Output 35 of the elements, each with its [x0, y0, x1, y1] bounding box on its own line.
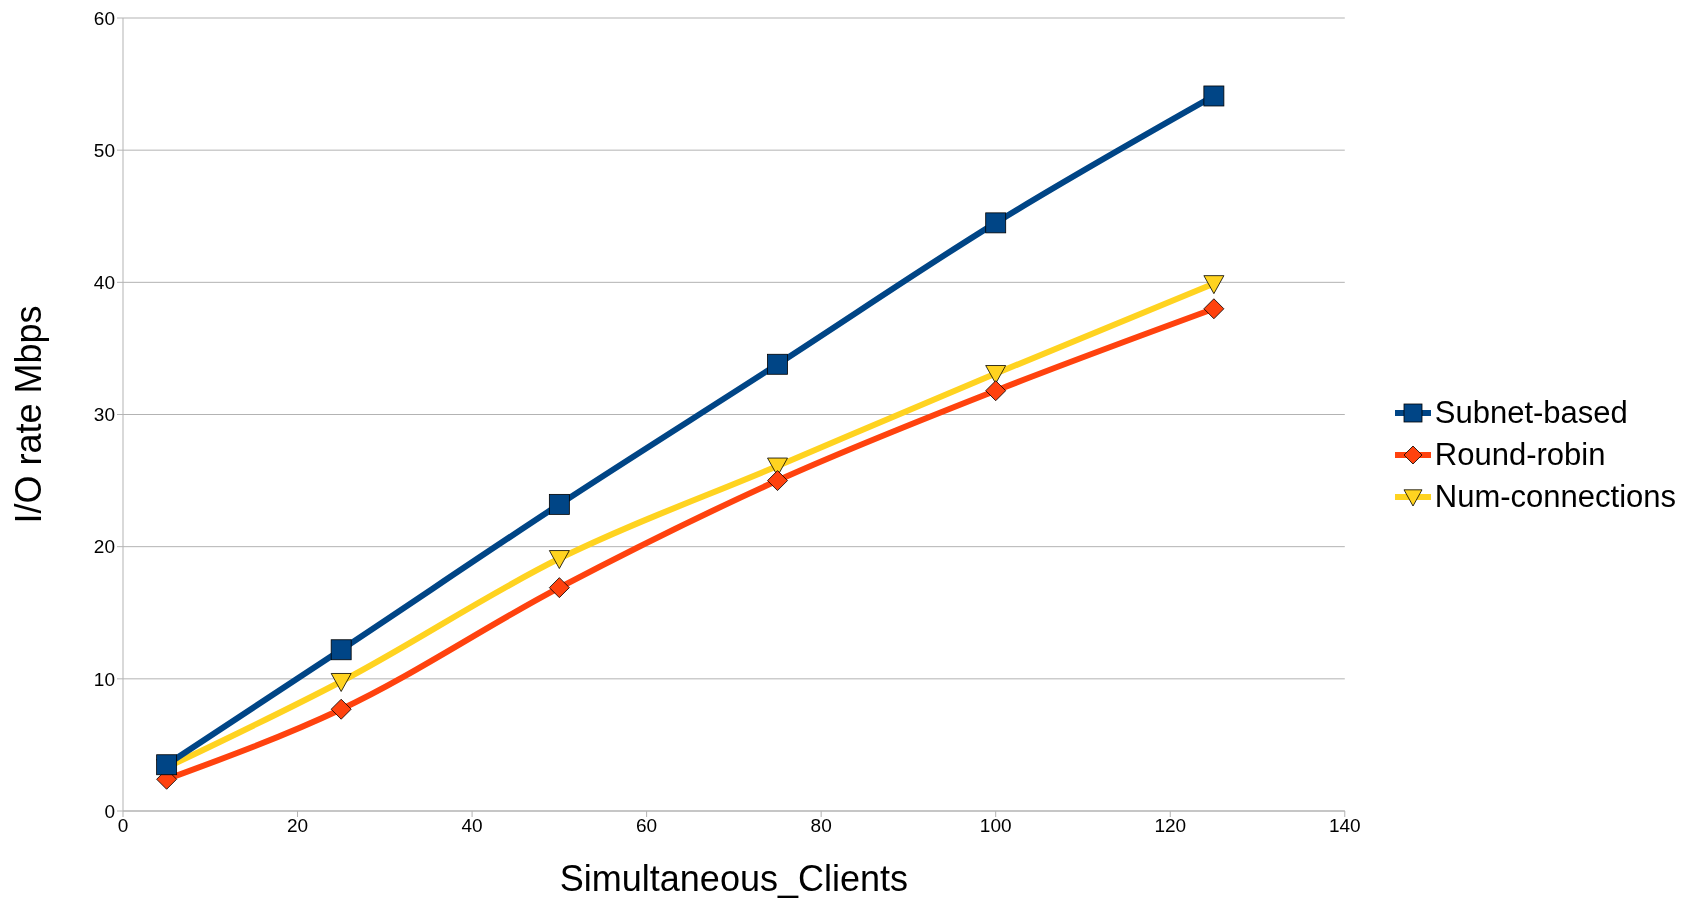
y-tick-label: 40 — [93, 272, 115, 294]
y-tick-label: 50 — [93, 139, 115, 161]
point — [330, 673, 352, 692]
y-tick-label: 20 — [93, 536, 115, 558]
legend-label: Round-robin — [1434, 436, 1606, 473]
point — [548, 577, 570, 599]
x-tick-label: 100 — [979, 815, 1012, 837]
x-tick-label: 0 — [117, 815, 129, 837]
y-tick-label: 10 — [93, 668, 115, 690]
point — [1203, 298, 1225, 320]
point — [1203, 275, 1225, 295]
point — [1203, 85, 1225, 107]
x-tick-label: 140 — [1328, 815, 1361, 837]
y-axis-title: I/O rate Mbps — [7, 305, 49, 524]
point — [985, 212, 1007, 234]
point — [985, 380, 1007, 402]
y-tick-label: 0 — [104, 800, 115, 822]
x-tick-label: 120 — [1154, 815, 1187, 837]
point — [767, 353, 788, 375]
legend-label: Subnet-based — [1434, 394, 1628, 431]
x-tick-label: 40 — [461, 815, 483, 837]
point — [767, 470, 788, 491]
x-tick-label: 80 — [810, 815, 832, 837]
point — [330, 698, 352, 720]
legend-label: Num-connections — [1434, 478, 1676, 515]
y-tick-label: 30 — [93, 404, 115, 426]
point — [548, 493, 570, 515]
point — [156, 754, 178, 776]
point — [548, 550, 570, 569]
x-tick-label: 20 — [286, 815, 309, 837]
x-tick-label: 60 — [636, 815, 658, 837]
x-axis-title: Simultaneous_Clients — [559, 858, 908, 899]
point — [985, 365, 1007, 384]
point — [330, 639, 352, 661]
y-tick-label: 60 — [93, 7, 115, 29]
